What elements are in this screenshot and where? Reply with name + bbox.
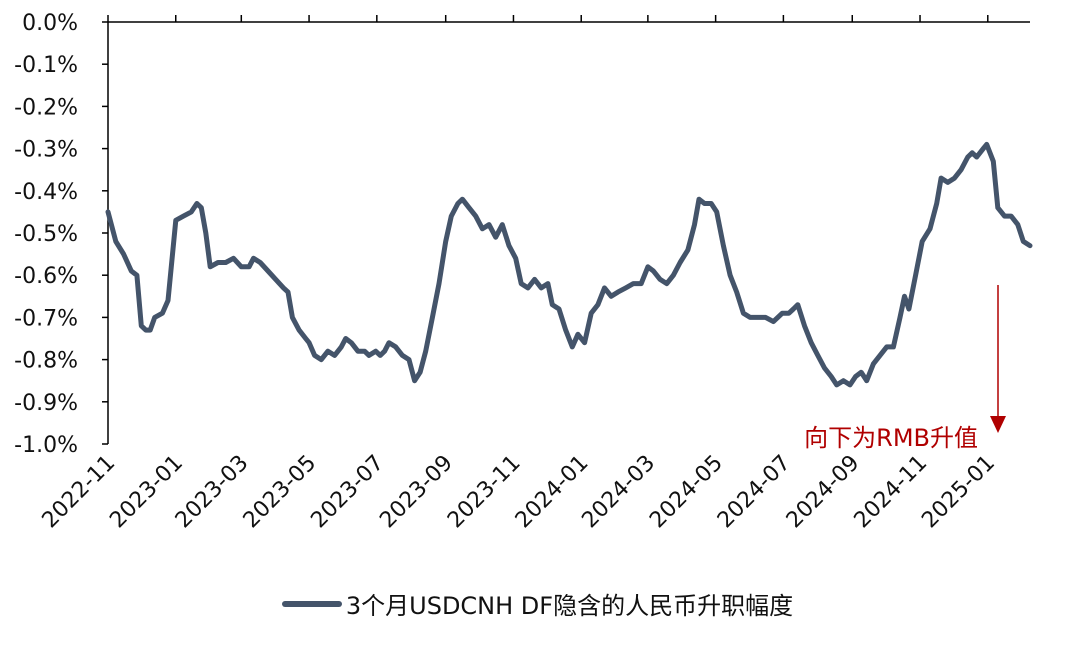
- x-tick-label: 2024-11: [850, 451, 933, 534]
- x-tick-label: 2023-09: [375, 451, 458, 534]
- y-tick-label: -0.8%: [14, 349, 78, 374]
- x-tick-label: 2023-11: [443, 451, 526, 534]
- x-tick-label: 2025-01: [917, 451, 1000, 534]
- y-tick-label: -0.1%: [14, 53, 78, 78]
- x-tick-label: 2023-05: [239, 451, 322, 534]
- x-tick-label: 2024-09: [782, 451, 865, 534]
- legend: 3个月USDCNH DF隐含的人民币升职幅度: [0, 586, 1075, 621]
- y-tick-label: -0.3%: [14, 138, 78, 163]
- annotation-label: 向下为RMB升值: [804, 424, 978, 452]
- x-tick-label: 2024-05: [645, 451, 728, 534]
- x-tick-label: 2024-07: [713, 451, 796, 534]
- legend-label: 3个月USDCNH DF隐含的人民币升职幅度: [345, 592, 794, 620]
- x-tick-label: 2022-11: [38, 451, 121, 534]
- legend-swatch: [281, 600, 342, 607]
- x-tick-label: 2024-03: [577, 451, 660, 534]
- y-tick-label: -0.2%: [14, 95, 78, 120]
- y-tick-label: -0.9%: [14, 391, 78, 416]
- annotation-arrowhead-icon: [990, 416, 1006, 433]
- series-line: [105, 141, 1033, 388]
- y-tick-label: -0.6%: [14, 264, 78, 289]
- x-tick-label: 2024-01: [511, 451, 594, 534]
- y-tick-label: -1.0%: [14, 433, 78, 458]
- y-tick-label: -0.7%: [14, 306, 78, 331]
- y-tick-label: -0.5%: [14, 222, 78, 247]
- y-tick-label: -0.4%: [14, 180, 78, 205]
- x-tick-label: 2023-07: [306, 451, 389, 534]
- y-tick-label: 0.0%: [22, 11, 78, 36]
- x-tick-label: 2023-03: [171, 451, 254, 534]
- y-axis-ticks: 0.0% -0.1% -0.2% -0.3% -0.4% -0.5% -0.6% -0.7% -…: [14, 11, 108, 458]
